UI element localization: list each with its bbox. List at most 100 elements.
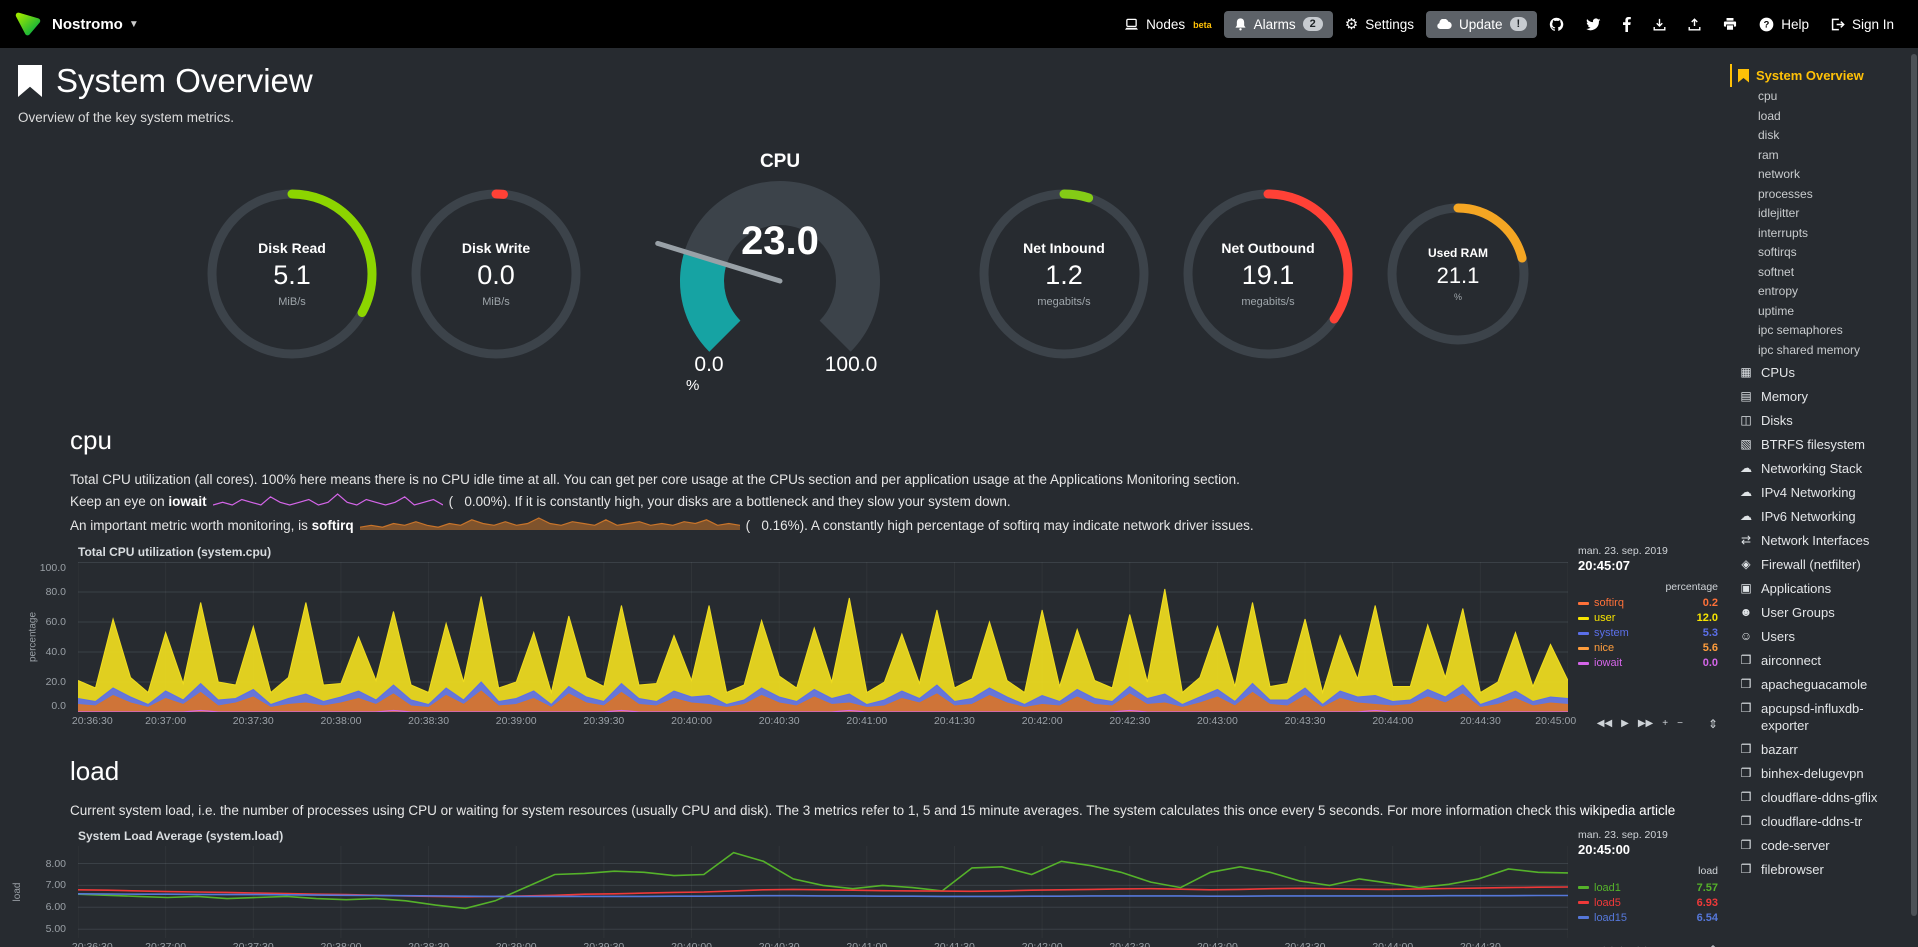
sidebar-item-cpus[interactable]: ▦ CPUs [1730, 360, 1910, 384]
sidebar-item-cloudflare-ddns-tr[interactable]: ❒ cloudflare-ddns-tr [1730, 809, 1910, 833]
chart-resize-button[interactable]: ⇕ [1707, 716, 1718, 731]
chart-pan-backward-button[interactable]: ◀◀ [1596, 718, 1613, 730]
nav-item-update[interactable]: Update! [1425, 10, 1538, 38]
chart-play-button[interactable]: ▶ [1621, 718, 1629, 730]
sidebar-item-networking-stack[interactable]: ☁ Networking Stack [1730, 456, 1910, 480]
sidebar-item-code-server[interactable]: ❒ code-server [1730, 833, 1910, 857]
nav-item-nodes[interactable]: Nodes beta [1114, 11, 1222, 38]
nav-item-help[interactable]: ? Help [1749, 11, 1819, 38]
cube-icon: ❒ [1740, 837, 1752, 852]
chart-zoom-out-button[interactable]: − [1677, 945, 1683, 947]
gauge-title: CPU [759, 151, 801, 172]
sidebar-subitem-softnet[interactable]: softnet [1758, 264, 1795, 279]
sidebar-item-user-groups[interactable]: ☻ User Groups [1730, 600, 1910, 624]
gauge-net-inbound[interactable]: Net Inbound 1.2 megabits/s [979, 189, 1149, 359]
alarms-badge: 2 [1302, 17, 1323, 31]
chart-zoom-in-button[interactable]: + [1662, 945, 1668, 947]
sidebar-subitem-ram[interactable]: ram [1758, 147, 1779, 162]
sidebar-item-bazarr[interactable]: ❒ bazarr [1730, 737, 1910, 761]
x-tick-label: 20:42:30 [1109, 941, 1151, 947]
sidebar-item-btrfs-filesystem[interactable]: ▧ BTRFS filesystem [1730, 432, 1910, 456]
help-icon: ? [1759, 17, 1774, 32]
nav-item-github[interactable] [1539, 11, 1574, 38]
sidebar-subitem-idlejitter[interactable]: idlejitter [1758, 206, 1800, 220]
nav-item-signin[interactable]: Sign In [1821, 11, 1904, 38]
hostname-dropdown[interactable]: Nostromo ▼ [52, 16, 139, 33]
chart-pan-forward-button[interactable]: ▶▶ [1638, 945, 1653, 947]
legend-row-load5[interactable]: load5 6.93 [1578, 895, 1718, 910]
sidebar-subitem-uptime[interactable]: uptime [1758, 303, 1795, 318]
sidebar-item-disks[interactable]: ◫ Disks [1730, 408, 1910, 432]
sidebar-item-label: BTRFS filesystem [1761, 436, 1866, 452]
sidebar-item-system-overview[interactable]: System Overview [1730, 64, 1910, 87]
legend-series-name: load1 [1594, 881, 1621, 894]
chart-pan-forward-button[interactable]: ▶▶ [1637, 718, 1654, 730]
sidebar-subitem-softirqs[interactable]: softirqs [1758, 245, 1797, 259]
legend-row-system[interactable]: system 5.3 [1578, 626, 1718, 641]
nav-item-twitter[interactable] [1576, 12, 1611, 37]
legend-row-nice[interactable]: nice 5.6 [1578, 641, 1718, 656]
legend-row-load15[interactable]: load15 6.54 [1578, 910, 1718, 925]
sidebar-subitem-entropy[interactable]: entropy [1758, 284, 1799, 298]
sidebar-item-filebrowser[interactable]: ❒ filebrowser [1730, 857, 1910, 881]
sidebar-scrollbar[interactable] [1911, 54, 1917, 916]
sidebar-item-cloudflare-ddns-gflix[interactable]: ❒ cloudflare-ddns-gflix [1730, 785, 1910, 809]
sidebar-subitem-cpu[interactable]: cpu [1758, 89, 1778, 103]
nav-item-alarms[interactable]: Alarms 2 [1223, 10, 1333, 38]
sidebar-subitem-load[interactable]: load [1758, 108, 1781, 123]
legend-row-softirq[interactable]: softirq 0.2 [1578, 596, 1718, 611]
legend-units: percentage [1665, 580, 1718, 593]
gauge-cpu[interactable]: CPU 23.0 0.0 100.0% [615, 151, 945, 397]
chart-toolbox: ◀◀▶▶▶+−⇕ [1578, 717, 1718, 732]
gauge-used-ram[interactable]: Used RAM 21.1% [1387, 203, 1529, 345]
chart-resize-button[interactable]: ⇕ [1708, 943, 1718, 947]
wikipedia-article-link[interactable]: wikipedia article [1579, 802, 1676, 818]
sidebar-subitem-disk[interactable]: disk [1758, 128, 1780, 142]
chart-pan-backward-button[interactable]: ◀◀ [1597, 945, 1612, 947]
gauge-unit: megabits/s [1241, 296, 1295, 308]
nav-item-settings[interactable]: ⚙ Settings [1335, 11, 1424, 38]
legend-row-load1[interactable]: load1 7.57 [1578, 880, 1718, 895]
sidebar-subitem-ipc-shared-memory[interactable]: ipc shared memory [1758, 342, 1861, 357]
legend-row-user[interactable]: user 12.0 [1578, 611, 1718, 626]
nav-item-import-snapshot[interactable] [1643, 12, 1676, 37]
facebook-icon [1623, 16, 1632, 32]
sidebar-subitem-processes[interactable]: processes [1758, 186, 1813, 201]
gauge-disk-write[interactable]: Disk Write 0.0 MiB/s [411, 189, 581, 359]
legend-swatch [1578, 646, 1589, 650]
sidebar-item-applications[interactable]: ▣ Applications [1730, 576, 1910, 600]
sidebar-subitem-interrupts[interactable]: interrupts [1758, 225, 1809, 240]
sidebar-item-network-interfaces[interactable]: ⇄ Network Interfaces [1730, 528, 1910, 552]
nav-item-print[interactable] [1713, 12, 1747, 37]
sidebar-subitem-ipc-semaphores[interactable]: ipc semaphores [1758, 323, 1843, 337]
sidebar-item-ipv6-networking[interactable]: ☁ IPv6 Networking [1730, 504, 1910, 528]
sidebar-item-memory[interactable]: ▤ Memory [1730, 384, 1910, 408]
sidebar-item-users[interactable]: ☺ Users [1730, 624, 1910, 648]
load-plot-area[interactable] [78, 846, 1568, 938]
nav-item-export-snapshot[interactable] [1678, 12, 1711, 37]
sidebar-item-ipv4-networking[interactable]: ☁ IPv4 Networking [1730, 480, 1910, 504]
x-tick-label: 20:40:30 [758, 941, 800, 947]
sidebar-item-airconnect[interactable]: ❒ airconnect [1730, 648, 1910, 672]
softirq-sparkline[interactable] [359, 516, 740, 537]
legend-series-value: 12.0 [1696, 612, 1718, 625]
sidebar-subitem-network[interactable]: network [1758, 167, 1801, 181]
gauge-title: Disk Write [461, 240, 531, 256]
nav-item-facebook[interactable] [1613, 11, 1641, 38]
sidebar-item-apacheguacamole[interactable]: ❒ apacheguacamole [1730, 672, 1910, 696]
legend-row-iowait[interactable]: iowait 0.0 [1578, 656, 1718, 671]
gauge-disk-read[interactable]: Disk Read 5.1 MiB/s [207, 189, 377, 359]
chart-play-button[interactable]: ▶ [1621, 945, 1629, 947]
chart-zoom-out-button[interactable]: − [1677, 718, 1683, 730]
gauge-net-outbound[interactable]: Net Outbound 19.1 megabits/s [1183, 189, 1353, 359]
twitter-icon [1586, 17, 1601, 31]
chart-zoom-in-button[interactable]: + [1662, 718, 1669, 730]
sidebar-item-apcupsd-influxdb-exporter[interactable]: ❒ apcupsd-influxdb-exporter [1730, 696, 1910, 737]
cpu-plot-area[interactable] [78, 562, 1568, 712]
gauge-min: 0.0 [694, 353, 724, 376]
sidebar-item-binhex-delugevpn[interactable]: ❒ binhex-delugevpn [1730, 761, 1910, 785]
sidebar-item-firewall-netfilter[interactable]: ◈ Firewall (netfilter) [1730, 552, 1910, 576]
netdata-logo[interactable] [14, 10, 42, 38]
iowait-value: ( 0.00%). [448, 494, 511, 510]
iowait-sparkline[interactable] [212, 492, 443, 513]
